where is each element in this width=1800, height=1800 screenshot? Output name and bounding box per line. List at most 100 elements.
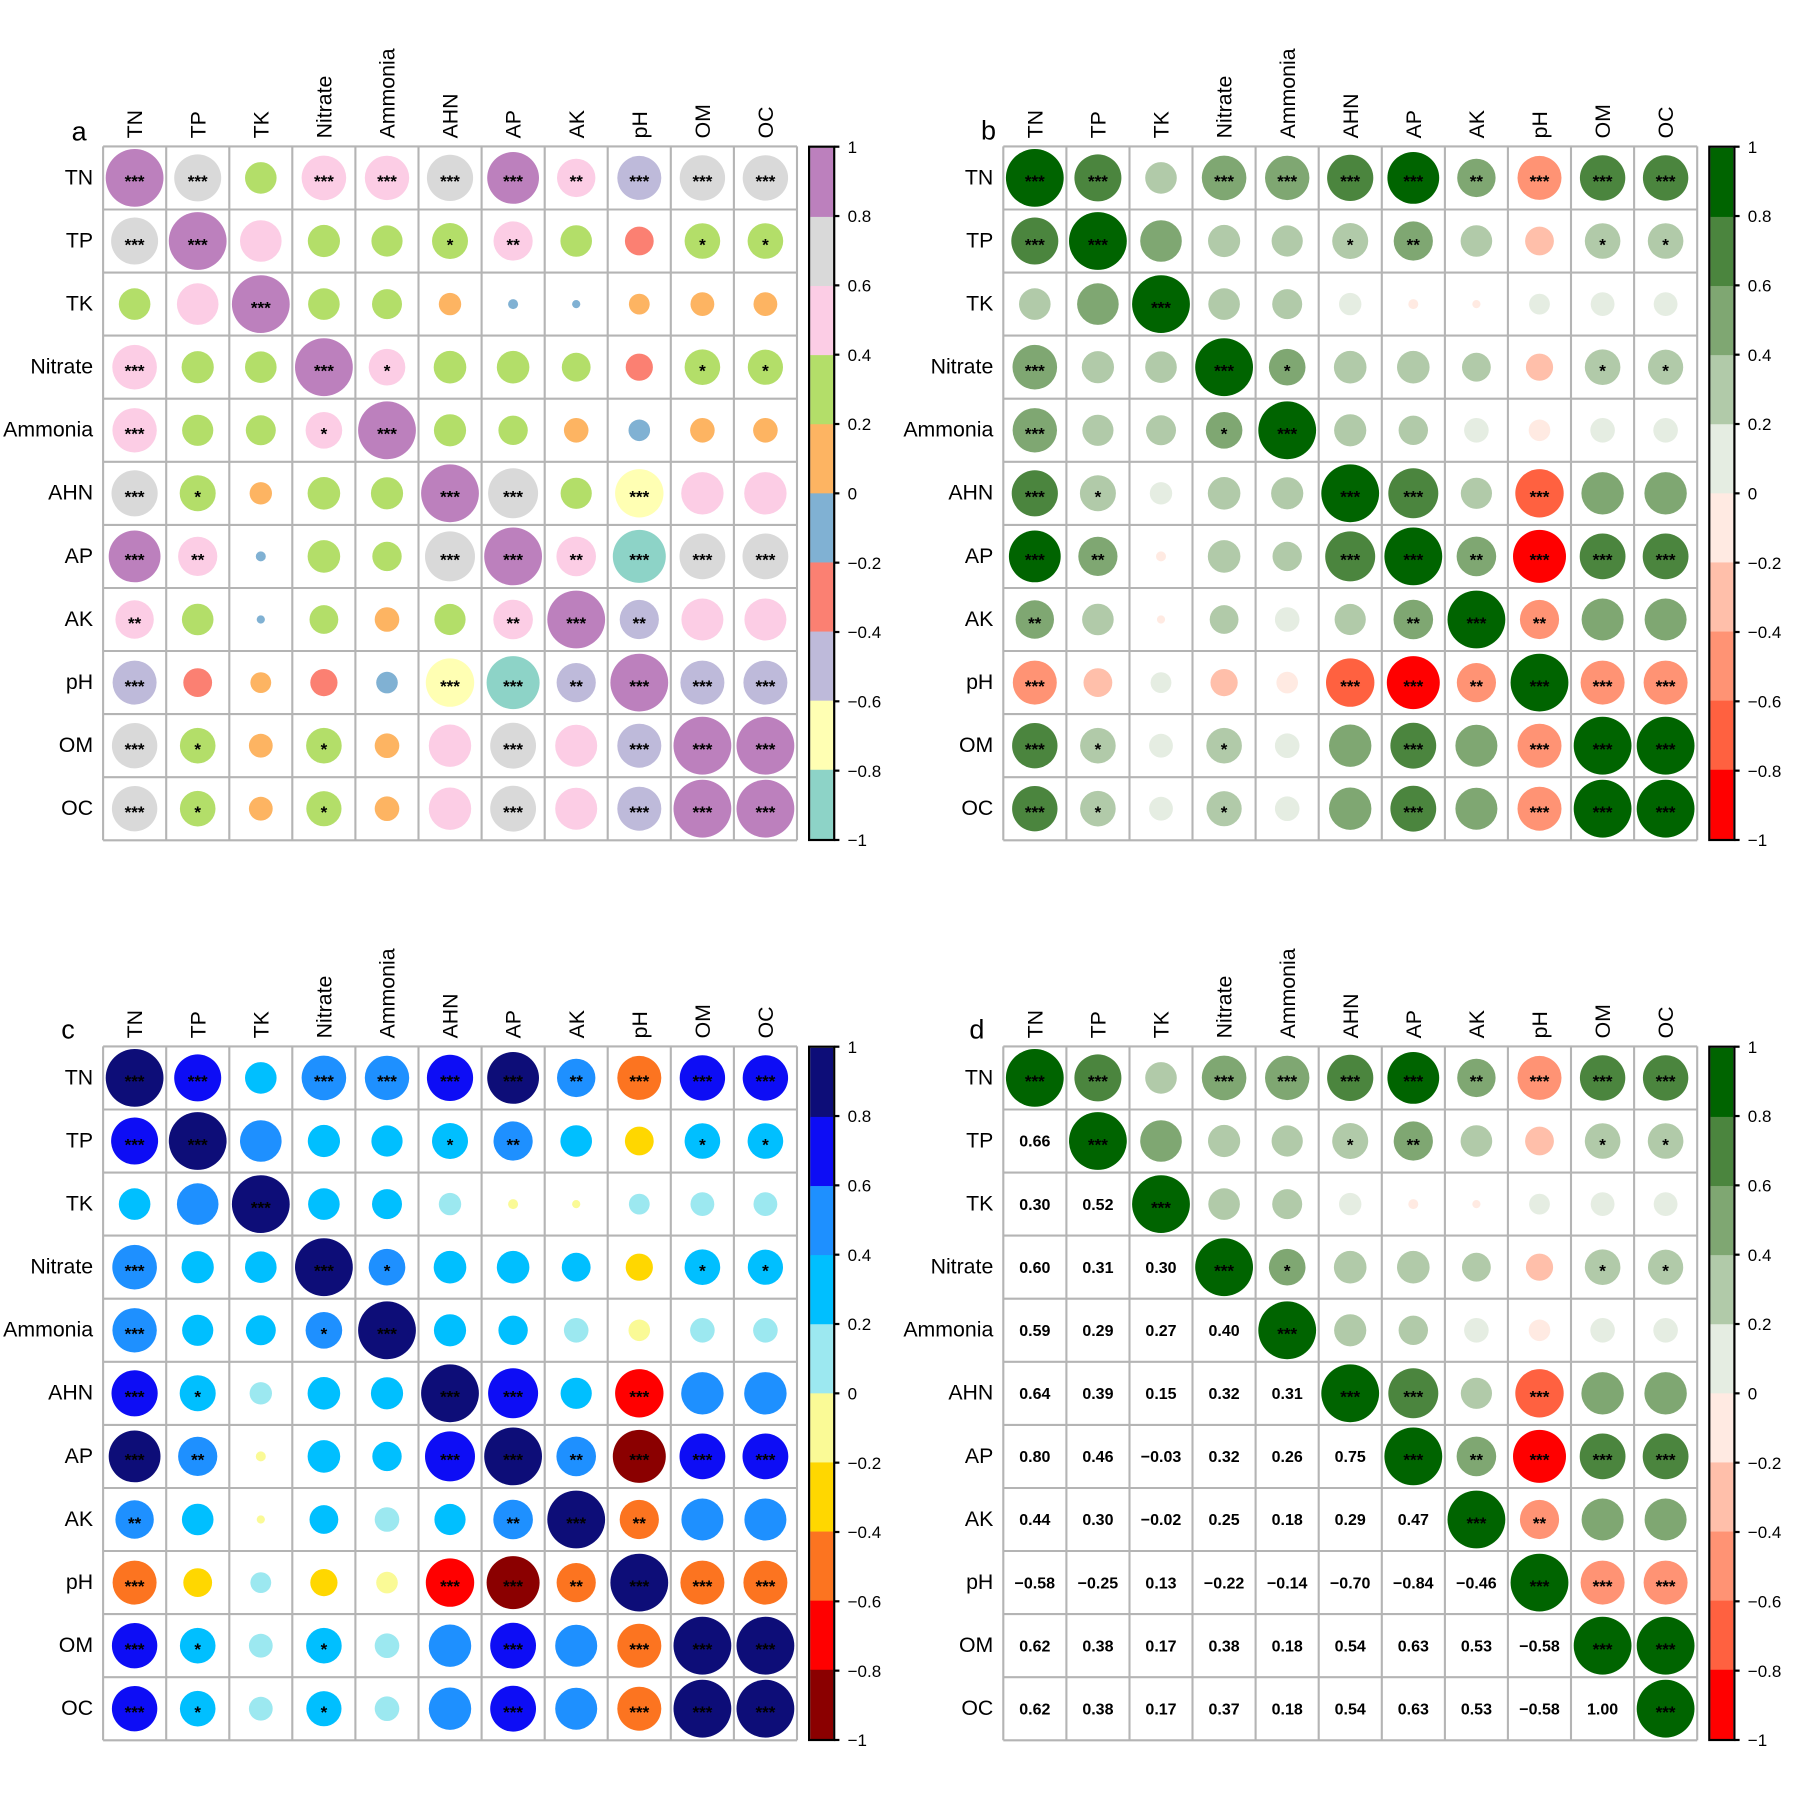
svg-text:AK: AK [65, 1507, 93, 1531]
svg-text:OM: OM [59, 1633, 93, 1657]
svg-text:***: *** [1025, 235, 1045, 254]
svg-text:***: *** [1088, 235, 1108, 254]
svg-text:OC: OC [61, 1696, 93, 1720]
svg-text:pH: pH [966, 1570, 993, 1594]
svg-text:***: *** [503, 1451, 523, 1470]
svg-text:***: *** [1214, 172, 1234, 191]
svg-text:***: *** [1025, 172, 1045, 191]
svg-text:OM: OM [691, 104, 715, 138]
svg-text:***: *** [629, 551, 649, 570]
svg-text:**: ** [1407, 614, 1421, 633]
svg-text:OC: OC [961, 796, 993, 820]
svg-text:***: *** [1403, 1388, 1423, 1407]
svg-text:***: *** [1025, 488, 1045, 507]
svg-text:TK: TK [249, 111, 273, 138]
svg-text:***: *** [440, 677, 460, 696]
svg-text:0.2: 0.2 [1748, 415, 1772, 434]
svg-text:OC: OC [1654, 1006, 1678, 1038]
svg-text:***: *** [1530, 1072, 1550, 1091]
svg-text:***: *** [440, 1577, 460, 1596]
svg-text:**: ** [570, 1072, 584, 1091]
svg-text:***: *** [1656, 1640, 1676, 1659]
svg-text:***: *** [1025, 425, 1045, 444]
svg-text:pH: pH [1528, 111, 1552, 138]
svg-text:***: *** [1025, 740, 1045, 759]
svg-text:***: *** [1151, 298, 1171, 317]
svg-text:***: *** [1656, 1577, 1676, 1596]
svg-text:Nitrate: Nitrate [931, 355, 994, 379]
svg-text:AP: AP [65, 544, 93, 568]
svg-text:***: *** [125, 362, 145, 381]
svg-text:−0.4: −0.4 [1748, 623, 1782, 642]
svg-text:0.40: 0.40 [1209, 1323, 1240, 1340]
svg-text:0.54: 0.54 [1335, 1701, 1366, 1718]
svg-text:*: * [762, 362, 769, 381]
svg-text:0.46: 0.46 [1082, 1449, 1113, 1466]
svg-text:−1: −1 [1748, 831, 1767, 850]
svg-text:***: *** [125, 1325, 145, 1344]
svg-text:***: *** [1214, 1072, 1234, 1091]
svg-text:***: *** [503, 677, 523, 696]
svg-text:TN: TN [1023, 110, 1047, 138]
svg-text:***: *** [692, 1577, 712, 1596]
svg-text:***: *** [1025, 362, 1045, 381]
svg-text:*: * [321, 1640, 328, 1659]
svg-text:TK: TK [966, 292, 993, 316]
svg-text:Nitrate: Nitrate [931, 1255, 994, 1279]
svg-text:Ammonia: Ammonia [3, 1318, 93, 1342]
svg-text:***: *** [1593, 677, 1613, 696]
svg-text:***: *** [125, 803, 145, 822]
svg-text:−0.22: −0.22 [1204, 1575, 1245, 1592]
svg-text:0.8: 0.8 [848, 1107, 872, 1126]
svg-text:TN: TN [65, 165, 93, 189]
svg-text:***: *** [1340, 677, 1360, 696]
svg-text:*: * [384, 362, 391, 381]
svg-text:b: b [981, 116, 996, 146]
svg-text:***: *** [755, 740, 775, 759]
svg-text:0.62: 0.62 [1019, 1638, 1050, 1655]
svg-text:***: *** [1593, 1577, 1613, 1596]
svg-text:***: *** [1403, 172, 1423, 191]
svg-text:AP: AP [1402, 1010, 1426, 1038]
svg-text:**: ** [1470, 1451, 1484, 1470]
svg-text:0.18: 0.18 [1272, 1638, 1303, 1655]
svg-text:−0.8: −0.8 [848, 1662, 882, 1681]
svg-text:***: *** [1656, 551, 1676, 570]
svg-text:0.30: 0.30 [1082, 1512, 1113, 1529]
svg-text:***: *** [125, 488, 145, 507]
svg-text:−0.8: −0.8 [1748, 1662, 1782, 1681]
svg-text:AHN: AHN [48, 1381, 93, 1405]
svg-text:**: ** [506, 235, 520, 254]
svg-text:*: * [1221, 740, 1228, 759]
svg-text:**: ** [570, 677, 584, 696]
svg-text:***: *** [503, 740, 523, 759]
svg-text:AHN: AHN [1339, 93, 1363, 138]
svg-text:***: *** [1277, 1325, 1297, 1344]
svg-text:*: * [447, 235, 454, 254]
svg-text:0.29: 0.29 [1082, 1323, 1113, 1340]
svg-text:1: 1 [848, 1038, 857, 1057]
svg-text:0.52: 0.52 [1082, 1197, 1113, 1214]
svg-text:***: *** [125, 1703, 145, 1722]
svg-text:0.13: 0.13 [1145, 1575, 1176, 1592]
svg-text:***: *** [1403, 803, 1423, 822]
svg-text:***: *** [1530, 677, 1550, 696]
svg-text:***: *** [125, 1640, 145, 1659]
svg-text:0.8: 0.8 [1748, 1107, 1772, 1126]
svg-text:Ammonia: Ammonia [3, 418, 93, 442]
svg-text:0.64: 0.64 [1019, 1386, 1050, 1403]
svg-text:**: ** [633, 614, 647, 633]
svg-text:0.15: 0.15 [1145, 1386, 1176, 1403]
svg-text:*: * [194, 488, 201, 507]
svg-text:−0.25: −0.25 [1078, 1575, 1119, 1592]
svg-text:AK: AK [65, 607, 93, 631]
svg-text:OM: OM [691, 1004, 715, 1038]
svg-text:**: ** [506, 1135, 520, 1154]
svg-text:***: *** [314, 1262, 334, 1281]
svg-text:***: *** [1277, 172, 1297, 191]
svg-text:***: *** [1656, 1703, 1676, 1722]
svg-text:−0.4: −0.4 [848, 623, 882, 642]
svg-text:TN: TN [965, 165, 993, 189]
svg-text:***: *** [503, 1388, 523, 1407]
svg-text:0.30: 0.30 [1145, 1260, 1176, 1277]
